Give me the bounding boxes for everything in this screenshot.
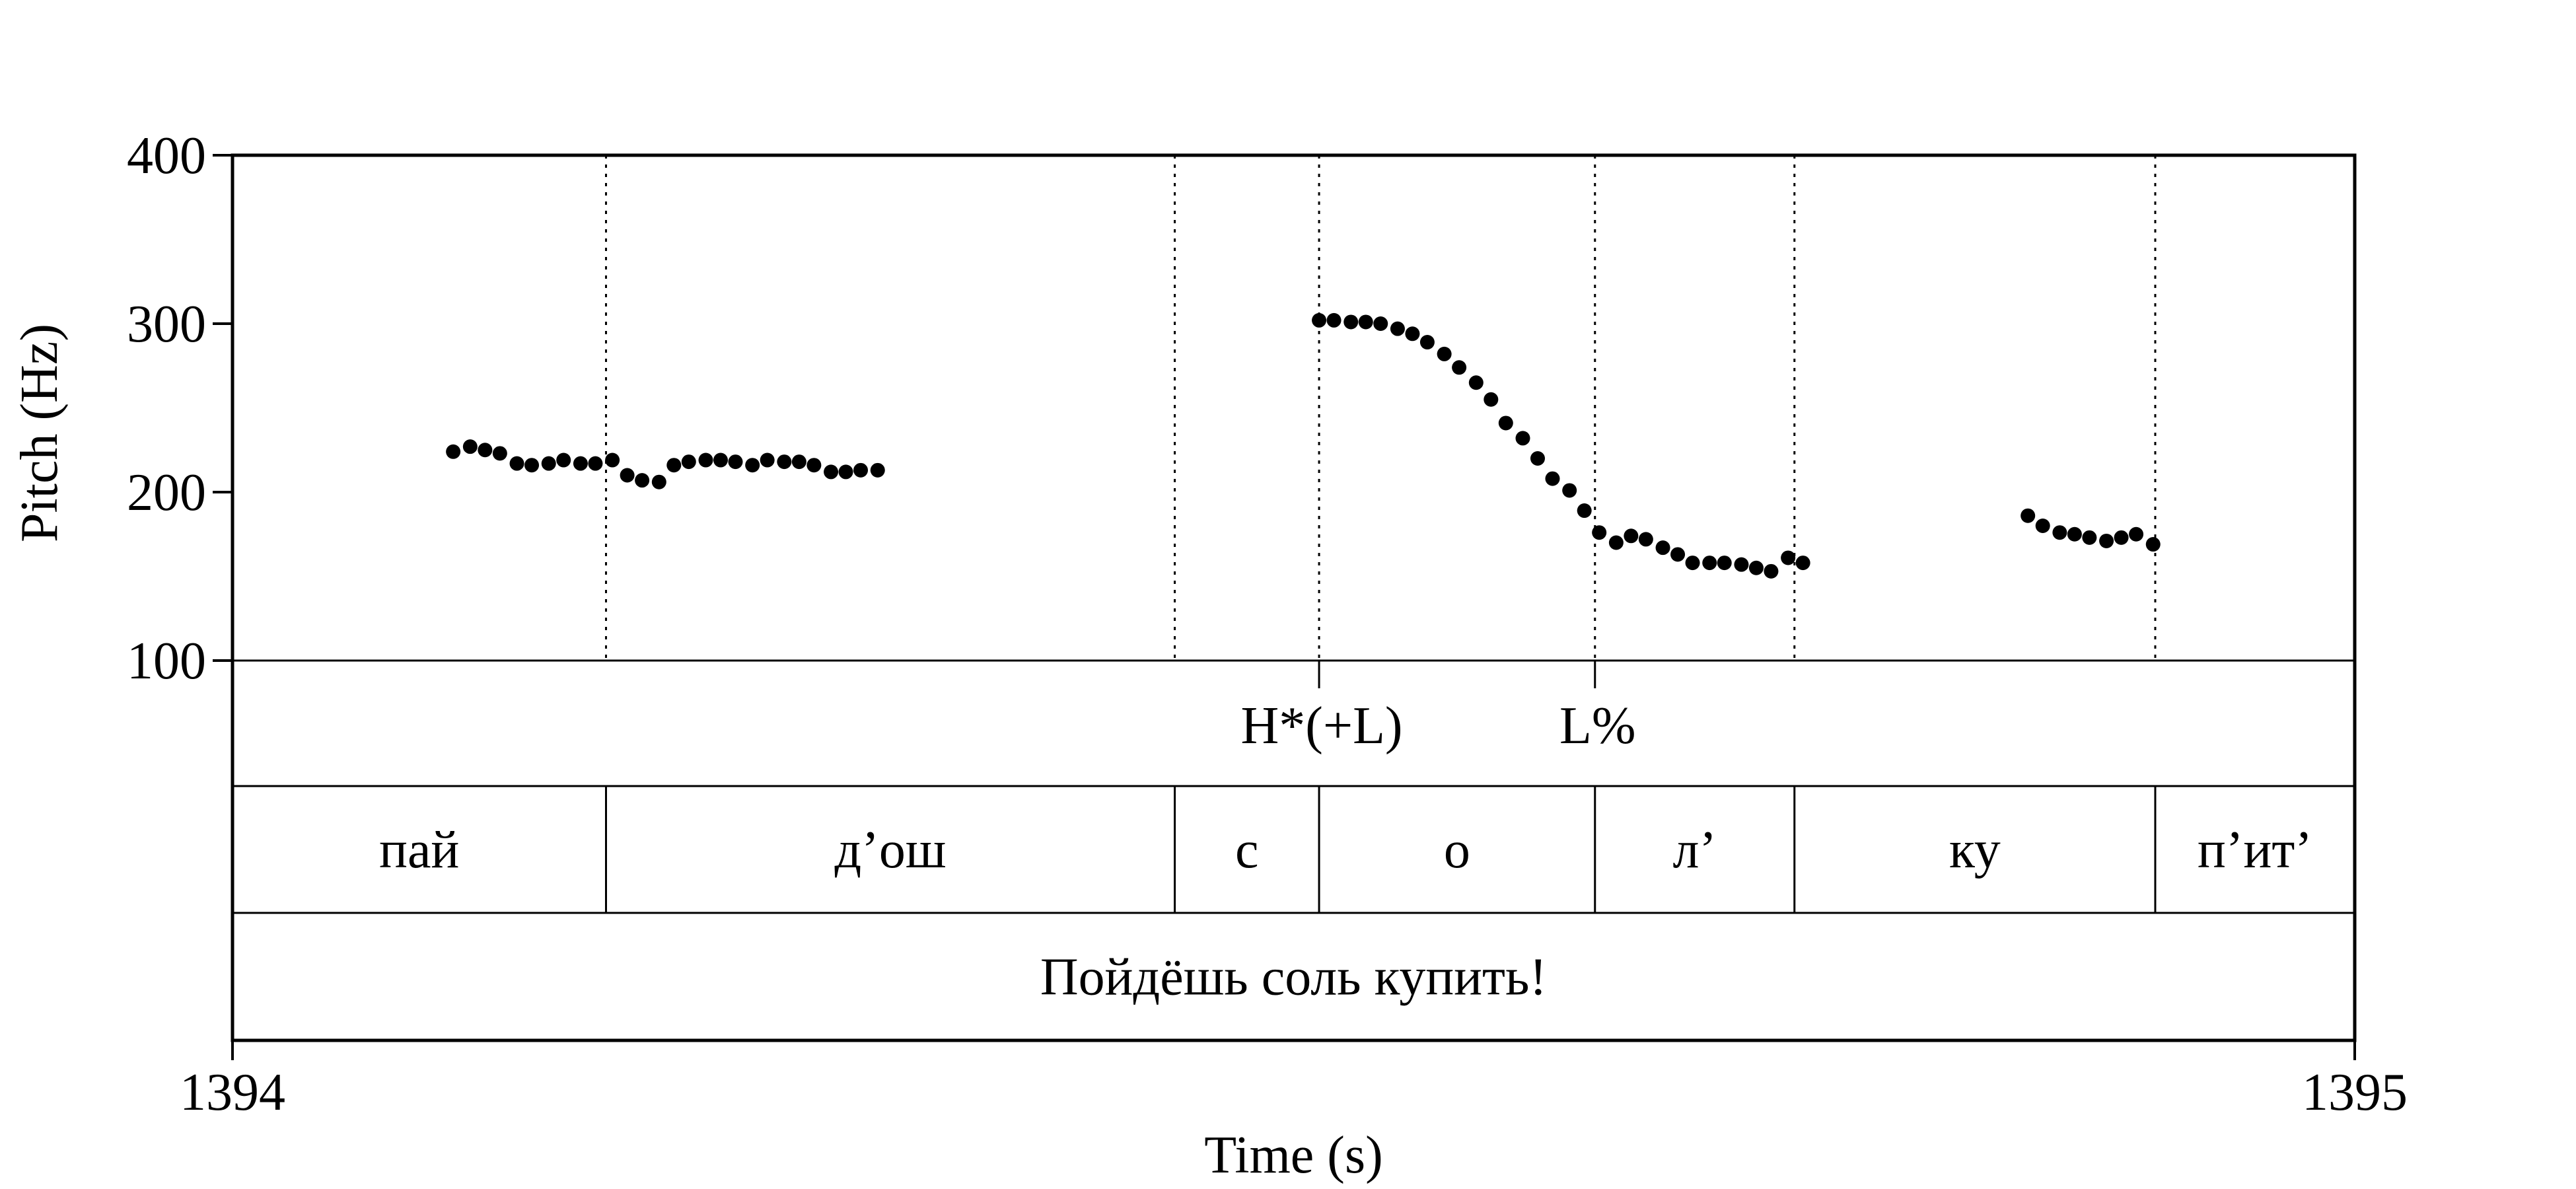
y-tick-label: 100 xyxy=(127,632,206,690)
annotation-tiers: H*(+L) L% пай д’ош с о л’ ку п’ит’ Пойдёшь соль к… xyxy=(379,155,2312,1007)
pitch-point xyxy=(870,462,885,478)
pitch-point xyxy=(588,456,603,471)
pitch-point xyxy=(1405,326,1420,342)
pitch-point xyxy=(1781,550,1796,565)
pitch-point xyxy=(1748,560,1764,575)
syllable-label-1: пай xyxy=(379,821,459,879)
syllable-label-4: о xyxy=(1444,821,1470,879)
pitch-point xyxy=(2129,526,2144,542)
pitch-point xyxy=(1702,556,1717,571)
pitch-point xyxy=(1358,314,1373,330)
syllable-label-6: ку xyxy=(1949,821,2001,879)
pitch-point xyxy=(681,454,696,470)
pitch-point xyxy=(791,454,806,470)
pitch-point xyxy=(1530,451,1545,466)
pitch-point xyxy=(745,458,760,473)
axis-labels: 100 200 300 400 1394 1395 Time (s) Pitch (Hz) xyxy=(11,127,2408,1184)
pitch-point xyxy=(838,464,853,480)
pitch-point xyxy=(1484,392,1499,407)
y-axis-title: Pitch (Hz) xyxy=(11,324,69,542)
plot-frame xyxy=(231,153,2357,1042)
pitch-point xyxy=(1343,314,1359,330)
y-tick-label: 400 xyxy=(127,127,206,185)
pitch-point xyxy=(666,458,682,473)
pitch-point xyxy=(2099,533,2114,548)
pitch-point xyxy=(1312,312,1327,328)
pitch-point xyxy=(1685,556,1700,571)
pitch-point xyxy=(573,456,588,471)
pitch-point xyxy=(1326,312,1342,328)
x-tick-label: 1394 xyxy=(180,1063,285,1122)
pitch-point xyxy=(2082,530,2097,545)
pitch-point xyxy=(620,468,635,483)
pitch-point xyxy=(1608,535,1624,550)
pitch-point xyxy=(1373,316,1388,331)
outer-frame xyxy=(231,153,2357,1042)
pitch-point xyxy=(478,443,493,458)
pitch-point xyxy=(1734,557,1749,572)
pitch-point xyxy=(2052,525,2067,540)
pitch-point xyxy=(1638,532,1653,547)
pitch-point xyxy=(524,458,540,473)
pitch-point xyxy=(1562,483,1577,498)
pitch-point xyxy=(1624,528,1639,544)
x-tick-label: 1395 xyxy=(2302,1063,2408,1122)
pitch-point xyxy=(777,454,792,470)
syllable-label-5: л’ xyxy=(1672,821,1717,879)
pitch-point xyxy=(2114,530,2129,545)
tone-label-1: H*(+L) xyxy=(1241,697,1403,755)
pitch-point xyxy=(2021,508,2036,523)
pitch-point xyxy=(2035,519,2050,533)
pitch-point xyxy=(853,462,869,478)
pitch-point xyxy=(1468,375,1484,390)
pitch-point xyxy=(824,464,839,480)
syllable-label-3: с xyxy=(1235,821,1259,879)
pitch-point xyxy=(1795,556,1810,571)
pitch-point xyxy=(1390,321,1405,336)
pitch-point xyxy=(713,452,728,468)
pitch-point xyxy=(492,446,507,461)
pitch-point xyxy=(1498,415,1513,431)
pitch-point xyxy=(509,456,524,471)
pitch-point xyxy=(635,473,650,488)
pitch-point xyxy=(1655,540,1670,556)
pitch-point xyxy=(541,456,556,471)
pitch-point xyxy=(605,452,620,468)
pitch-point xyxy=(1545,471,1560,486)
pitch-point xyxy=(1577,503,1592,519)
pitch-point xyxy=(1419,335,1435,350)
pitch-point xyxy=(556,452,571,468)
pitch-point xyxy=(1515,431,1530,446)
pitch-point xyxy=(1452,360,1467,375)
pitch-point xyxy=(2067,526,2082,542)
pitch-points xyxy=(446,312,2161,579)
pitch-point xyxy=(1437,346,1452,361)
pitch-point xyxy=(1717,556,1732,571)
pitch-point xyxy=(1592,525,1607,540)
tone-label-2: L% xyxy=(1559,697,1636,755)
pitch-point xyxy=(2145,537,2161,552)
syllable-label-2: д’ош xyxy=(835,821,947,879)
pitch-point xyxy=(698,452,713,468)
y-tick-label: 300 xyxy=(127,295,206,353)
pitch-point xyxy=(651,474,666,489)
x-axis-title: Time (s) xyxy=(1204,1126,1382,1184)
pitch-point xyxy=(806,458,822,473)
syllable-label-7: п’ит’ xyxy=(2198,821,2312,879)
pitch-point xyxy=(462,439,478,454)
pitch-point xyxy=(760,452,775,468)
pitch-point xyxy=(728,454,743,470)
pitch-point xyxy=(1764,563,1779,579)
sentence-label: Пойдёшь соль купить! xyxy=(1040,949,1547,1007)
pitch-point xyxy=(446,444,461,459)
pitch-point xyxy=(1670,547,1686,562)
y-tick-label: 200 xyxy=(127,464,206,522)
